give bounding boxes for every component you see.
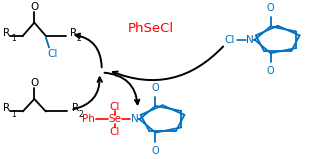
Text: 1: 1 — [11, 35, 16, 43]
Text: N: N — [131, 114, 138, 124]
Text: Cl: Cl — [47, 49, 58, 59]
Text: Cl: Cl — [110, 127, 120, 137]
Text: N: N — [246, 35, 254, 45]
Text: PhSeCl: PhSeCl — [128, 22, 174, 35]
Text: Cl: Cl — [224, 35, 235, 45]
Text: Cl: Cl — [110, 102, 120, 112]
Text: O: O — [30, 2, 38, 12]
Text: R: R — [72, 103, 79, 113]
Text: Se: Se — [108, 114, 121, 124]
Text: R: R — [3, 28, 10, 38]
Text: Ph: Ph — [82, 114, 95, 124]
Text: 2: 2 — [78, 110, 83, 119]
Text: 2: 2 — [76, 35, 81, 43]
Text: R: R — [71, 28, 77, 38]
Text: O: O — [30, 78, 38, 88]
Text: R: R — [3, 103, 10, 113]
Text: O: O — [152, 146, 159, 156]
Text: 1: 1 — [11, 110, 16, 119]
Text: O: O — [152, 83, 159, 93]
Text: O: O — [267, 3, 274, 13]
Text: O: O — [267, 66, 274, 76]
